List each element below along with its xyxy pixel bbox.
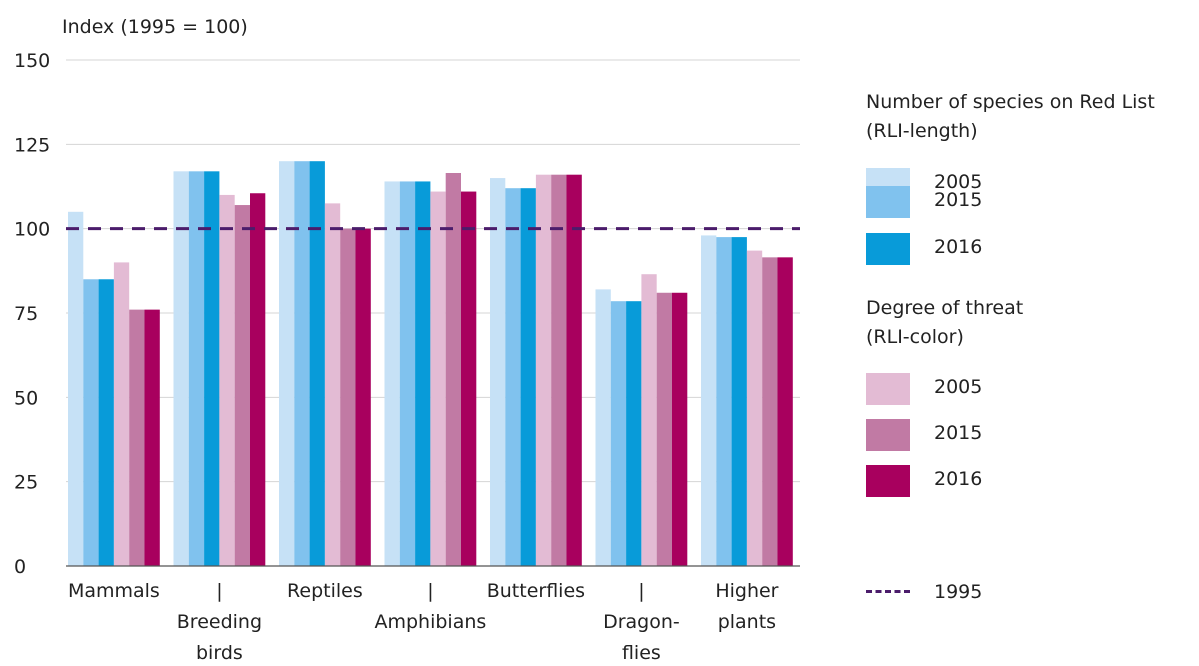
legend-label-length-2016: 2016 — [934, 236, 983, 258]
bar-3-0-2016 — [415, 181, 431, 566]
bar-2-0-2005 — [279, 161, 295, 566]
bar-5-0-2005 — [595, 289, 611, 566]
legend-swatch-color-2005 — [866, 373, 910, 405]
legend-swatch-color-2016 — [866, 465, 910, 497]
bar-5-1-2016 — [672, 292, 688, 566]
bar-0-1-2016 — [144, 309, 160, 566]
bar-4-1-2015 — [551, 174, 567, 566]
bar-6-1-2016 — [777, 257, 793, 566]
bar-6-0-2016 — [731, 237, 747, 566]
bar-6-0-2015 — [716, 237, 732, 566]
bar-3-1-2015 — [445, 173, 461, 567]
x-tick-label-2-0: Reptiles — [287, 580, 363, 602]
bar-2-0-2016 — [309, 161, 325, 566]
x-tick-label-6-0: Higher — [715, 580, 778, 602]
bar-4-0-2016 — [520, 188, 536, 567]
bar-2-1-2016 — [355, 228, 371, 566]
bar-4-0-2005 — [490, 178, 506, 567]
bar-3-0-2015 — [399, 181, 416, 566]
bar-2-1-2015 — [340, 228, 356, 566]
bar-5-1-2005 — [641, 274, 657, 566]
bar-5-0-2016 — [626, 301, 642, 566]
y-tick-label-125: 125 — [14, 134, 50, 156]
legend-label-length-2005: 2005 — [934, 171, 983, 193]
bar-1-1-2005 — [219, 194, 235, 566]
x-tick-label-3-1: Amphibians — [374, 611, 486, 633]
bar-5-0-2015 — [610, 301, 627, 566]
bar-1-1-2016 — [250, 193, 266, 566]
legend-title-color-line-2: (RLI-color) — [866, 326, 964, 348]
bar-4-1-2005 — [535, 174, 552, 566]
legend-title-length: Number of species on Red List (RLI-lengt… — [866, 88, 1155, 146]
legend: Number of species on Red List (RLI-lengt… — [866, 0, 1199, 666]
bar-0-1-2015 — [129, 309, 145, 566]
bar-6-1-2005 — [746, 250, 763, 567]
legend-title-length-line-2: (RLI-length) — [866, 120, 978, 142]
legend-label-color-2005: 2005 — [934, 376, 983, 398]
legend-dash-1995 — [866, 590, 910, 593]
bar-0-1-2005 — [113, 262, 130, 566]
bar-3-0-2005 — [384, 181, 400, 566]
bar-1-0-2015 — [188, 171, 205, 566]
x-tick-label-5-2: flies — [622, 642, 661, 664]
y-tick-label-25: 25 — [14, 472, 38, 494]
bar-3-1-2016 — [461, 191, 477, 566]
legend-title-color: Degree of threat (RLI-color) — [866, 294, 1023, 352]
bar-0-0-2016 — [98, 279, 114, 566]
bar-0-0-2015 — [83, 279, 99, 566]
legend-title-length-line-1: Number of species on Red List — [866, 91, 1155, 113]
y-tick-label-0: 0 — [14, 556, 26, 578]
bar-3-1-2005 — [430, 191, 446, 566]
bar-4-0-2015 — [505, 188, 521, 567]
legend-label-length-2015: 2015 — [934, 189, 983, 211]
bar-6-1-2015 — [762, 257, 778, 566]
bar-5-1-2015 — [656, 292, 672, 566]
legend-label-color-2016: 2016 — [934, 468, 983, 490]
x-tick-label-5-1: Dragon- — [603, 611, 680, 633]
bar-0-0-2005 — [68, 211, 84, 567]
x-tick-label-6-1: plants — [718, 611, 776, 633]
x-tick-label-1-2: birds — [196, 642, 243, 664]
x-tick-label-4-0: Butterflies — [487, 580, 585, 602]
bar-1-0-2016 — [204, 171, 220, 566]
bar-2-1-2005 — [324, 203, 341, 566]
y-tick-label-100: 100 — [14, 219, 50, 241]
bar-1-1-2015 — [234, 205, 250, 566]
legend-label-1995: 1995 — [934, 581, 983, 603]
y-tick-label-150: 150 — [14, 50, 50, 72]
x-tick-label-0-0: Mammals — [68, 580, 160, 602]
legend-title-color-line-1: Degree of threat — [866, 297, 1024, 319]
x-tick-label-3-0: | — [427, 580, 433, 602]
legend-swatch-length-2016 — [866, 233, 910, 265]
y-axis-title: Index (1995 = 100) — [62, 16, 248, 38]
bar-1-0-2005 — [173, 171, 189, 566]
bar-4-1-2016 — [566, 174, 582, 566]
legend-swatch-length-2015 — [866, 186, 910, 218]
bar-2-0-2015 — [294, 161, 310, 566]
x-tick-label-5-0: | — [638, 580, 644, 602]
y-tick-label-75: 75 — [14, 303, 38, 325]
y-tick-label-50: 50 — [14, 387, 38, 409]
legend-label-color-2015: 2015 — [934, 422, 983, 444]
x-tick-label-1-1: Breeding — [177, 611, 262, 633]
x-tick-label-1-0: | — [216, 580, 222, 602]
bar-6-0-2005 — [701, 235, 717, 566]
legend-swatch-color-2015 — [866, 419, 910, 451]
